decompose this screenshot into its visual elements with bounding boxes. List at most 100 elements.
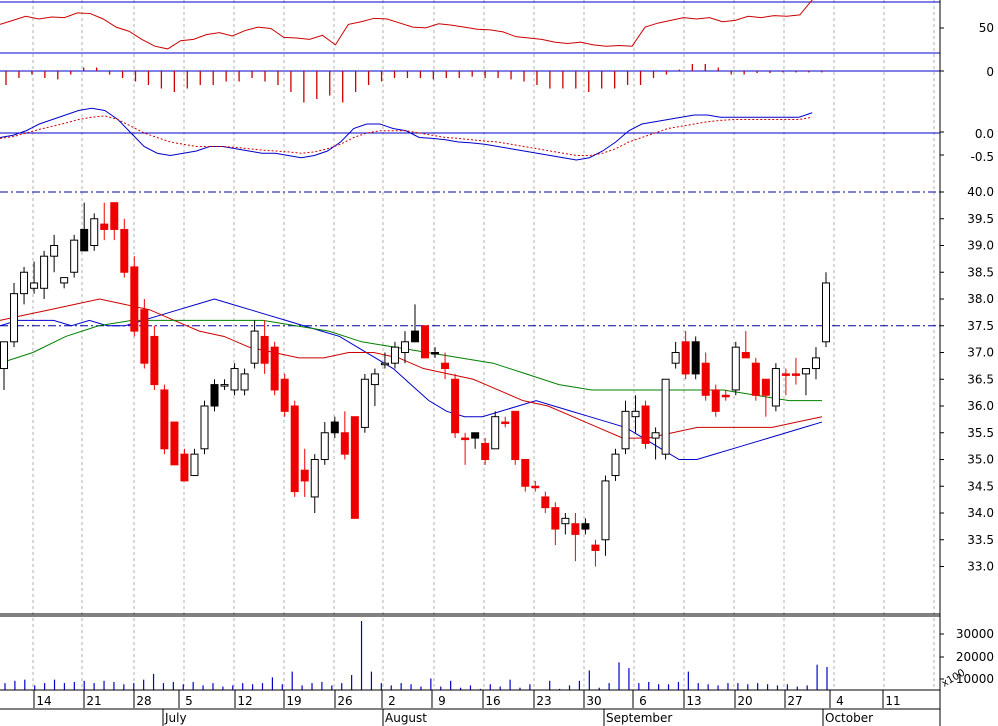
day-label: 9 (438, 694, 446, 708)
candle-body (761, 378, 770, 396)
candle (601, 475, 610, 556)
candle-body (791, 373, 800, 376)
candle (280, 373, 289, 417)
candle (360, 373, 369, 433)
candle-body (601, 480, 610, 541)
candle-body (100, 223, 109, 230)
candle-body (270, 346, 279, 391)
candle-body (441, 362, 450, 370)
candle-body (150, 335, 159, 386)
day-label: 4 (836, 694, 844, 708)
panel-frames (0, 0, 944, 726)
candle-body (701, 362, 710, 396)
candle (451, 373, 460, 439)
candle (180, 448, 189, 482)
candle (611, 448, 620, 481)
day-label: 21 (86, 694, 101, 708)
day-label: 11 (885, 694, 900, 708)
candle (581, 518, 590, 535)
candle-body (400, 341, 409, 353)
candle (290, 400, 299, 497)
candle (120, 218, 129, 278)
candle (270, 341, 279, 396)
volume-tick-label: 10000 (956, 672, 994, 686)
candle (651, 427, 660, 460)
candle-body (360, 378, 369, 428)
macd-line (0, 107, 813, 161)
candle (380, 352, 389, 369)
rsi-tick-label: 50 (979, 21, 994, 35)
candle-body (531, 485, 540, 489)
day-label: 16 (485, 694, 500, 708)
candle-body (521, 459, 530, 487)
month-label: August (385, 711, 427, 725)
candle-body (110, 202, 119, 230)
candle-body (250, 330, 259, 364)
candle (300, 448, 309, 497)
volume-tick-label: 30000 (956, 627, 994, 641)
candle-body (671, 352, 680, 364)
candle (671, 341, 680, 369)
candle-body (481, 442, 490, 461)
rsi-line (0, 0, 813, 50)
candle-body (260, 335, 269, 364)
candle (330, 416, 339, 439)
candle (320, 422, 329, 465)
candle-body (822, 282, 830, 343)
candle-body (120, 228, 129, 273)
candle (801, 368, 810, 396)
candle (210, 379, 219, 412)
candle (741, 331, 750, 359)
candle (160, 384, 169, 455)
candle-body (591, 544, 600, 551)
candle (631, 395, 640, 433)
candle (511, 410, 520, 465)
candle-body (340, 432, 349, 455)
candle-body (681, 341, 690, 375)
candle (822, 272, 830, 348)
day-label: 14 (36, 694, 51, 708)
candle-body (330, 421, 339, 434)
candle (190, 448, 199, 477)
rsi-panel: 50 (0, 0, 994, 54)
vertical-grid (32, 0, 935, 690)
candle (431, 347, 440, 358)
candle (561, 513, 570, 535)
candle (721, 389, 730, 401)
candle-body (571, 523, 580, 535)
candle (20, 266, 29, 305)
candle (370, 368, 379, 406)
candle (40, 250, 49, 299)
candle-body (50, 245, 59, 257)
day-label: 30 (586, 694, 601, 708)
candle-body (10, 293, 19, 343)
day-label: 23 (536, 694, 551, 708)
candle (771, 363, 780, 412)
candle-body (541, 496, 550, 509)
macd-tick-label: -0.5 (971, 150, 994, 164)
candle (731, 341, 740, 396)
day-label: 20 (737, 694, 752, 708)
price-tick-label: 39.0 (967, 239, 994, 253)
candle (310, 454, 319, 513)
candle-body (611, 453, 620, 477)
candle-body (300, 469, 309, 482)
candle (250, 320, 259, 369)
histogram-tick-label: 0 (986, 65, 994, 79)
candle-body (511, 410, 520, 461)
candle-body (0, 341, 8, 370)
candle (761, 378, 770, 417)
day-label: 19 (286, 694, 301, 708)
candle (50, 234, 59, 273)
candle (140, 299, 149, 369)
candle-body (621, 410, 630, 450)
candle (571, 513, 580, 562)
candle-body (551, 507, 560, 530)
candle (421, 325, 430, 359)
price-tick-label: 37.0 (967, 346, 994, 360)
price-tick-label: 36.5 (967, 372, 994, 386)
candle-body (190, 453, 199, 477)
candle-body (801, 368, 810, 375)
candle (10, 282, 19, 348)
candle-body (781, 373, 790, 376)
